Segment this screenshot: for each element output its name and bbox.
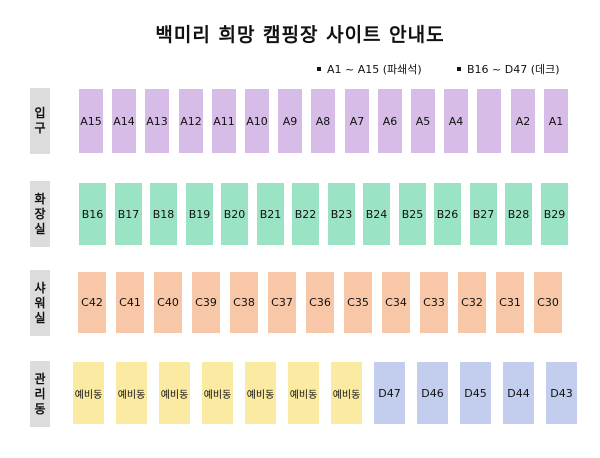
site-b20: B20 <box>221 183 248 245</box>
site-c41: C41 <box>116 272 144 333</box>
row-label-char: 샤 <box>34 280 46 295</box>
row-label-char: 실 <box>34 310 46 325</box>
site-empty <box>477 89 501 153</box>
row-label-office: 관 리 동 <box>30 361 50 427</box>
legend-gravel: A1 ~ A15 (파쇄석) <box>317 62 422 78</box>
site-a10: A10 <box>245 89 269 153</box>
site-a7: A7 <box>345 89 369 153</box>
site-c40: C40 <box>154 272 182 333</box>
site-c42: C42 <box>78 272 106 333</box>
site-예비동: 예비동 <box>288 362 319 424</box>
site-b25: B25 <box>399 183 426 245</box>
site-예비동: 예비동 <box>116 362 147 424</box>
site-d47: D47 <box>374 362 405 424</box>
site-c39: C39 <box>192 272 220 333</box>
page-title: 백미리 희망 캠핑장 사이트 안내도 <box>155 24 445 46</box>
site-예비동: 예비동 <box>159 362 190 424</box>
row-label-char: 실 <box>34 221 46 236</box>
row-label-shower: 샤 워 실 <box>30 270 50 336</box>
site-b16: B16 <box>79 183 106 245</box>
site-c30: C30 <box>534 272 562 333</box>
site-b17: B17 <box>115 183 142 245</box>
legend-deck: B16 ~ D47 (데크) <box>457 62 560 78</box>
site-c31: C31 <box>496 272 524 333</box>
site-a4: A4 <box>444 89 468 153</box>
site-b27: B27 <box>470 183 497 245</box>
site-a15: A15 <box>79 89 103 153</box>
site-a1: A1 <box>544 89 568 153</box>
site-b29: B29 <box>541 183 568 245</box>
site-c33: C33 <box>420 272 448 333</box>
legend-gravel-text: A1 ~ A15 (파쇄석) <box>327 63 422 76</box>
legend-bullet-icon <box>317 67 321 71</box>
row-label-restroom: 화 장 실 <box>30 181 50 247</box>
site-d44: D44 <box>503 362 534 424</box>
row-label-char: 워 <box>34 295 46 310</box>
row-label-entrance: 입 구 <box>30 88 50 154</box>
site-a6: A6 <box>378 89 402 153</box>
site-a9: A9 <box>278 89 302 153</box>
site-예비동: 예비동 <box>202 362 233 424</box>
site-a2: A2 <box>511 89 535 153</box>
site-a5: A5 <box>411 89 435 153</box>
site-c35: C35 <box>344 272 372 333</box>
row-label-char: 구 <box>34 121 46 135</box>
row-label-char: 화 <box>34 191 46 206</box>
site-c36: C36 <box>306 272 334 333</box>
site-c38: C38 <box>230 272 258 333</box>
site-d45: D45 <box>460 362 491 424</box>
site-c37: C37 <box>268 272 296 333</box>
row-label-char: 입 <box>34 106 46 120</box>
site-예비동: 예비동 <box>73 362 104 424</box>
site-b26: B26 <box>434 183 461 245</box>
site-예비동: 예비동 <box>245 362 276 424</box>
site-b22: B22 <box>292 183 319 245</box>
row-label-char: 장 <box>34 206 46 221</box>
site-b19: B19 <box>186 183 213 245</box>
site-예비동: 예비동 <box>331 362 362 424</box>
site-b23: B23 <box>328 183 355 245</box>
row-label-char: 동 <box>34 401 46 416</box>
row-label-char: 리 <box>34 386 46 401</box>
site-a14: A14 <box>112 89 136 153</box>
row-label-char: 관 <box>34 371 46 386</box>
site-d46: D46 <box>417 362 448 424</box>
site-d43: D43 <box>546 362 577 424</box>
site-b24: B24 <box>363 183 390 245</box>
legend-bullet-icon <box>457 67 461 71</box>
site-a8: A8 <box>311 89 335 153</box>
site-a12: A12 <box>179 89 203 153</box>
site-c32: C32 <box>458 272 486 333</box>
site-a13: A13 <box>145 89 169 153</box>
site-c34: C34 <box>382 272 410 333</box>
site-b28: B28 <box>505 183 532 245</box>
site-b18: B18 <box>150 183 177 245</box>
site-a11: A11 <box>212 89 236 153</box>
legend-deck-text: B16 ~ D47 (데크) <box>467 63 560 76</box>
site-b21: B21 <box>257 183 284 245</box>
